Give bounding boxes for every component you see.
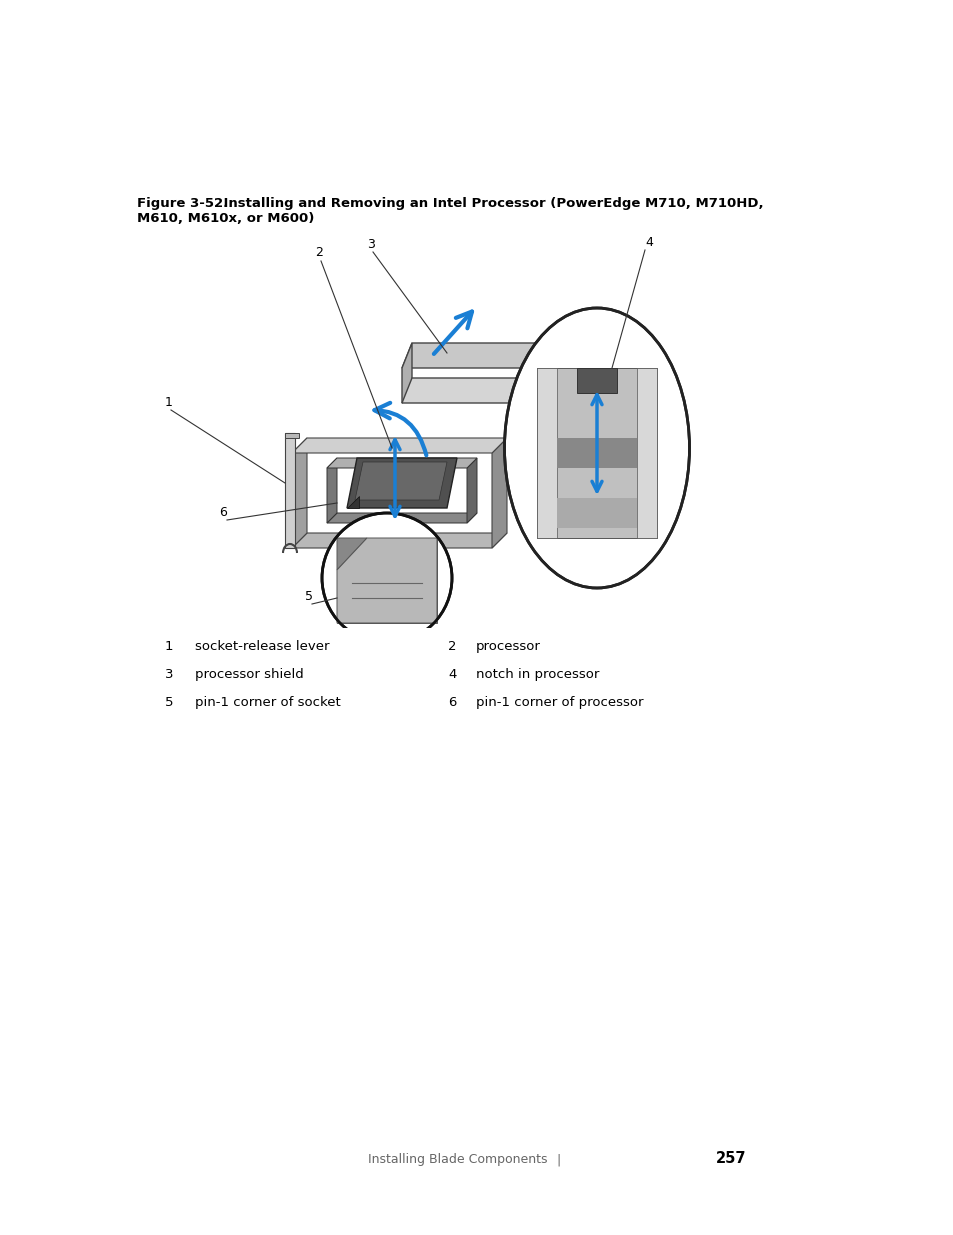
Polygon shape bbox=[285, 433, 298, 438]
Text: 2: 2 bbox=[448, 640, 456, 653]
Polygon shape bbox=[292, 438, 307, 548]
Text: 6: 6 bbox=[448, 697, 456, 709]
Polygon shape bbox=[401, 343, 412, 403]
Text: 5: 5 bbox=[305, 590, 313, 603]
Polygon shape bbox=[401, 378, 537, 403]
Ellipse shape bbox=[504, 308, 689, 588]
Text: processor shield: processor shield bbox=[194, 668, 303, 680]
Polygon shape bbox=[577, 368, 617, 393]
Polygon shape bbox=[292, 438, 506, 453]
Polygon shape bbox=[492, 438, 506, 548]
Polygon shape bbox=[557, 498, 637, 529]
Text: 1: 1 bbox=[165, 396, 172, 409]
Text: 3: 3 bbox=[367, 238, 375, 251]
Polygon shape bbox=[292, 534, 506, 548]
Polygon shape bbox=[355, 462, 447, 500]
Polygon shape bbox=[537, 368, 657, 538]
Text: 6: 6 bbox=[219, 506, 227, 519]
Text: |: | bbox=[556, 1153, 559, 1166]
Text: Installing Blade Components: Installing Blade Components bbox=[368, 1153, 547, 1166]
Text: pin-1 corner of processor: pin-1 corner of processor bbox=[476, 697, 643, 709]
Text: 5: 5 bbox=[165, 697, 173, 709]
Polygon shape bbox=[285, 433, 294, 548]
Polygon shape bbox=[537, 368, 557, 538]
Text: socket-release lever: socket-release lever bbox=[194, 640, 329, 653]
Text: 257: 257 bbox=[716, 1151, 745, 1166]
Text: 4: 4 bbox=[644, 236, 652, 249]
Polygon shape bbox=[336, 538, 367, 571]
Text: notch in processor: notch in processor bbox=[476, 668, 598, 680]
Polygon shape bbox=[336, 538, 436, 622]
Polygon shape bbox=[347, 496, 358, 508]
Polygon shape bbox=[327, 513, 476, 522]
Polygon shape bbox=[327, 458, 336, 522]
Text: 3: 3 bbox=[165, 668, 173, 680]
Text: Installing and Removing an Intel Processor (PowerEdge M710, M710HD,: Installing and Removing an Intel Process… bbox=[205, 198, 762, 210]
Polygon shape bbox=[336, 538, 436, 622]
Text: 2: 2 bbox=[314, 246, 322, 259]
Polygon shape bbox=[637, 368, 657, 538]
Text: pin-1 corner of socket: pin-1 corner of socket bbox=[194, 697, 340, 709]
Text: 4: 4 bbox=[448, 668, 456, 680]
Text: M610, M610x, or M600): M610, M610x, or M600) bbox=[137, 212, 314, 225]
Text: Figure 3-52.: Figure 3-52. bbox=[137, 198, 228, 210]
Polygon shape bbox=[327, 458, 476, 468]
Polygon shape bbox=[347, 458, 456, 508]
Polygon shape bbox=[467, 458, 476, 522]
Text: 1: 1 bbox=[165, 640, 173, 653]
Circle shape bbox=[322, 513, 452, 643]
Polygon shape bbox=[526, 398, 537, 412]
Polygon shape bbox=[557, 438, 637, 468]
Polygon shape bbox=[401, 343, 537, 368]
Polygon shape bbox=[521, 393, 541, 403]
Text: processor: processor bbox=[476, 640, 540, 653]
